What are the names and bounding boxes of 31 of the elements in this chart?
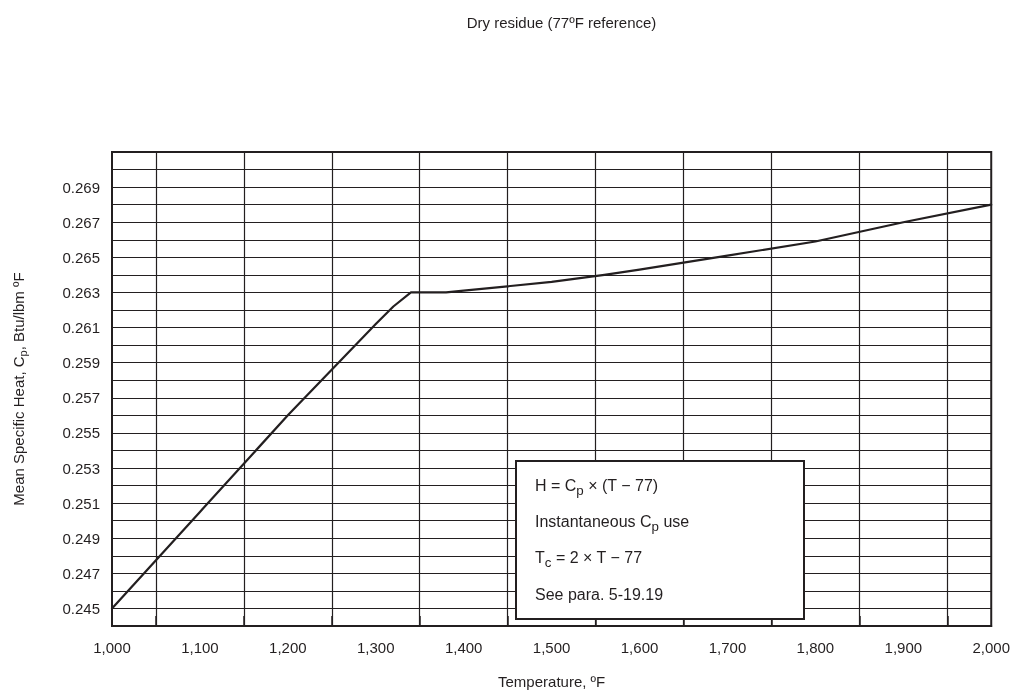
annotation: H = C$_{p}$ × (T − 77)	[535, 476, 660, 501]
x-tick-label: 1,400	[444, 639, 483, 656]
x-tick-label: 1,700	[708, 639, 747, 656]
y-tick-label: 0.269	[62, 178, 100, 196]
x-tick-label: 1,100	[181, 639, 219, 656]
y-axis-title: Mean Specific Heat, Cp, Btu/lbm ºF	[10, 272, 29, 506]
x-tick-label: 1,500	[532, 639, 571, 656]
y-tick-label: 0.257	[62, 389, 100, 407]
x-tick-label: 1,000	[93, 639, 131, 656]
y-tick-label: 0.253	[62, 459, 100, 477]
y-tick-label: 0.255	[62, 424, 100, 442]
annotation: T$_{c}$ = 2 × T − 77	[535, 548, 644, 573]
x-tick-label: 2,000	[972, 639, 1011, 656]
x-tick-label: 1,800	[796, 639, 835, 656]
y-tick-label: 0.245	[62, 599, 100, 617]
x-axis-title: Temperature, ºF	[498, 673, 606, 690]
y-tick-label: 0.261	[62, 319, 100, 337]
x-tick-label: 1,600	[620, 639, 659, 656]
annotation: Instantaneous C$_{p}$ use	[535, 512, 691, 537]
annotation: See para. 5-19.19	[535, 584, 665, 605]
y-tick-label: 0.259	[62, 354, 100, 372]
y-tick-label: 0.267	[62, 213, 100, 231]
x-tick-label: 1,200	[269, 639, 307, 656]
y-tick-label: 0.265	[62, 248, 100, 266]
y-tick-label: 0.249	[62, 529, 100, 547]
y-tick-label: 0.263	[62, 283, 100, 301]
y-tick-label: 0.247	[62, 564, 100, 582]
chart-title: Dry residue (77ºF reference)	[466, 14, 657, 31]
x-tick-label: 1,300	[357, 639, 395, 656]
y-tick-label: 0.251	[62, 494, 100, 512]
x-tick-label: 1,900	[884, 639, 923, 656]
